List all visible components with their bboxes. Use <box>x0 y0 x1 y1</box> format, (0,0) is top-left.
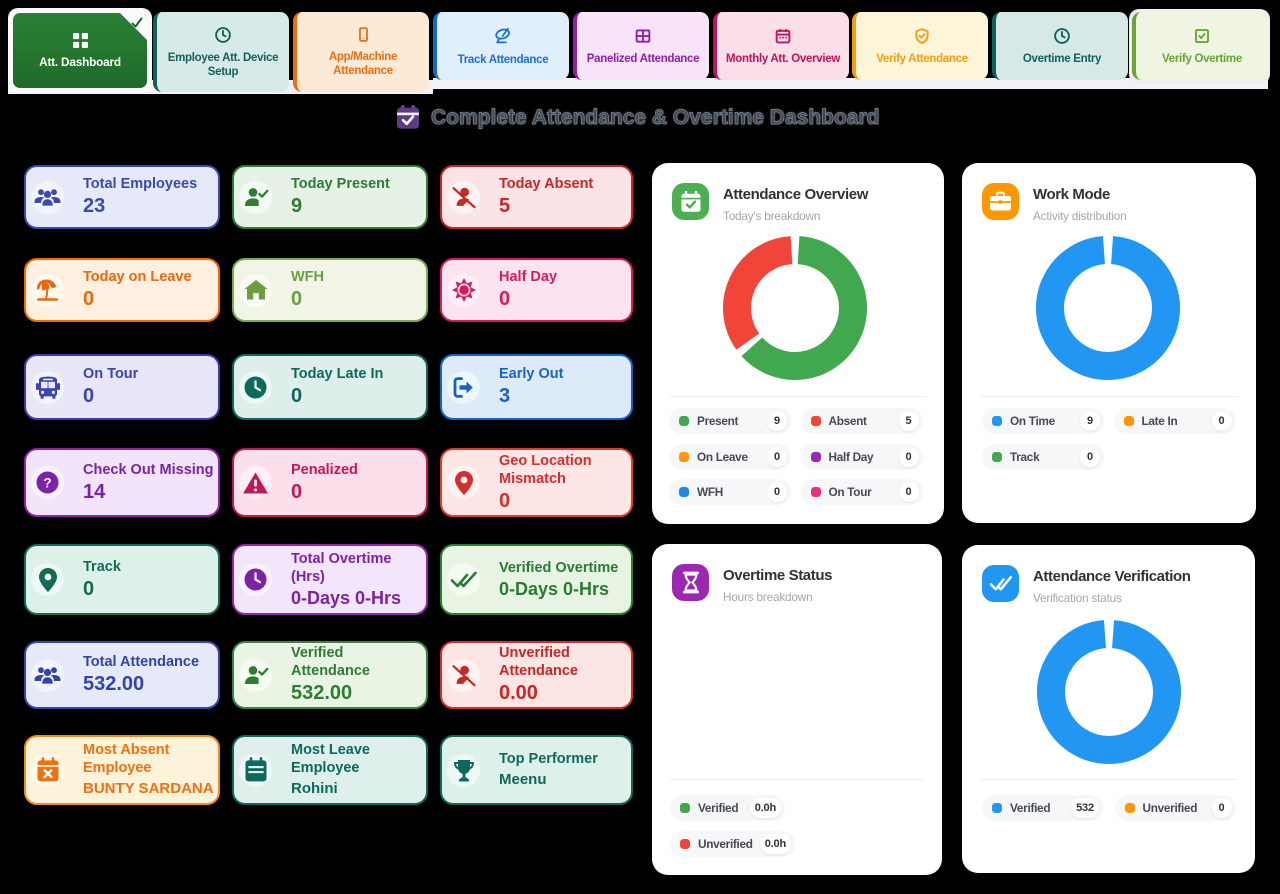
svg-text:?: ? <box>43 475 51 490</box>
